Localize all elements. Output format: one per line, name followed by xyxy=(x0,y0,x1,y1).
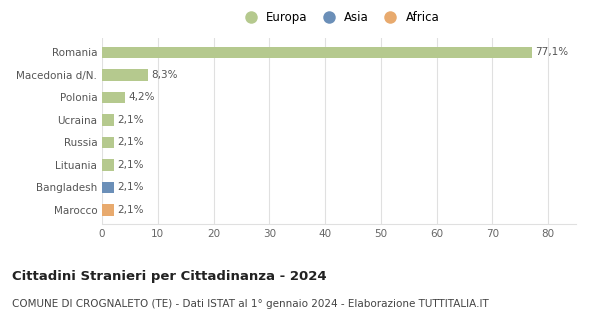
Text: 2,1%: 2,1% xyxy=(117,115,143,125)
Text: 4,2%: 4,2% xyxy=(129,92,155,102)
Text: 2,1%: 2,1% xyxy=(117,182,143,192)
Legend: Europa, Asia, Africa: Europa, Asia, Africa xyxy=(239,11,439,24)
Text: 77,1%: 77,1% xyxy=(535,47,568,58)
Text: COMUNE DI CROGNALETO (TE) - Dati ISTAT al 1° gennaio 2024 - Elaborazione TUTTITA: COMUNE DI CROGNALETO (TE) - Dati ISTAT a… xyxy=(12,299,489,309)
Text: 2,1%: 2,1% xyxy=(117,205,143,215)
Bar xyxy=(102,137,114,148)
Bar xyxy=(102,92,125,103)
Bar xyxy=(102,47,532,58)
Text: 2,1%: 2,1% xyxy=(117,138,143,148)
Bar xyxy=(102,69,148,81)
Text: 8,3%: 8,3% xyxy=(152,70,178,80)
Text: 2,1%: 2,1% xyxy=(117,160,143,170)
Bar xyxy=(102,204,114,216)
Bar xyxy=(102,114,114,125)
Bar xyxy=(102,182,114,193)
Bar xyxy=(102,159,114,171)
Text: Cittadini Stranieri per Cittadinanza - 2024: Cittadini Stranieri per Cittadinanza - 2… xyxy=(12,270,326,284)
